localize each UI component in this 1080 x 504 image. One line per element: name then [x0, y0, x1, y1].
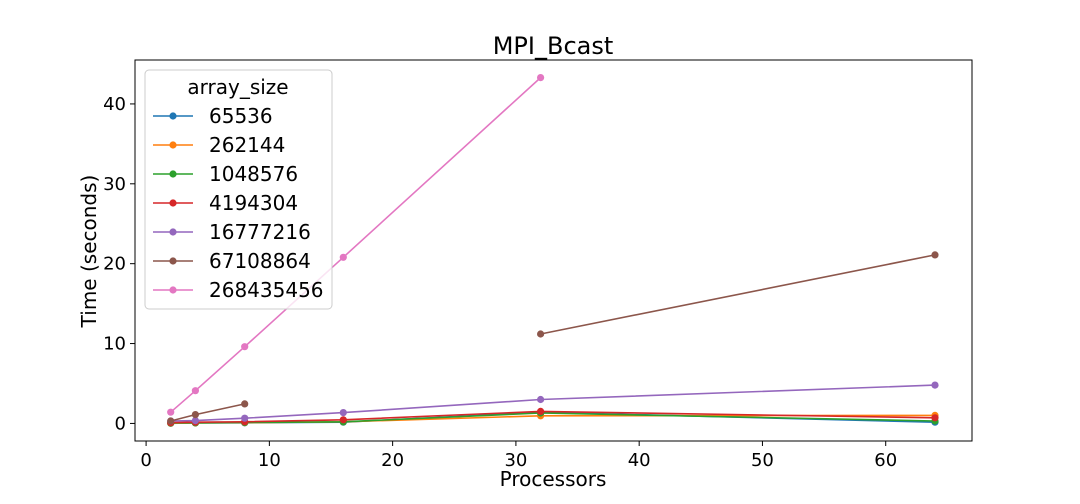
legend-entries: 65536 262144 1048576 4194304 16777216 6710886…: [153, 104, 324, 302]
chart-title: MPI_Bcast: [493, 32, 614, 60]
x-tick-label: 60: [874, 450, 897, 471]
data-point: [537, 407, 545, 415]
data-point: [167, 408, 175, 416]
legend-swatch-marker: [169, 286, 177, 294]
data-point: [537, 74, 545, 82]
legend-entry: 1048576: [153, 162, 298, 186]
legend: array_size 65536 262144 1048576 4194304 1677…: [144, 69, 333, 310]
y-axis-label: Time (seconds): [77, 175, 101, 329]
data-point: [191, 411, 199, 419]
legend-entry: 16777216: [153, 220, 311, 244]
legend-label: 4194304: [209, 191, 298, 215]
legend-entry: 4194304: [153, 191, 298, 215]
legend-label: 65536: [209, 104, 273, 128]
data-point: [191, 417, 199, 425]
data-point: [537, 395, 545, 404]
legend-entry: 262144: [153, 133, 285, 157]
series-line: [170, 384, 936, 422]
x-tick-label: 40: [628, 450, 651, 471]
legend-swatch-marker: [169, 170, 177, 178]
legend-label: 1048576: [209, 162, 298, 186]
data-point: [931, 414, 939, 422]
legend-label: 16777216: [209, 220, 311, 244]
x-tick-label: 30: [504, 450, 527, 471]
x-tick-label: 50: [751, 450, 774, 471]
data-point: [339, 409, 347, 417]
x-tick-label: 10: [258, 450, 281, 471]
legend-box: [144, 69, 333, 310]
series-line: [540, 254, 936, 335]
data-point: [339, 253, 347, 261]
data-point: [931, 381, 939, 389]
legend-entry: 67108864: [153, 249, 311, 273]
y-tick-label: 20: [103, 254, 126, 275]
data-point: [241, 414, 249, 422]
x-axis: 0 10 20 30 40 50 60: [140, 441, 897, 471]
plot-frame: [134, 59, 973, 442]
legend-label: 268435456: [209, 278, 324, 302]
x-tick-label: 20: [381, 450, 404, 471]
x-tick-label: 0: [140, 450, 151, 471]
legend-swatch-marker: [169, 257, 177, 265]
legend-entry: 268435456: [153, 278, 324, 302]
y-tick-label: 10: [103, 334, 126, 355]
y-axis: 0 10 20 30 40: [103, 94, 135, 434]
legend-swatch-marker: [169, 228, 177, 236]
y-tick-label: 30: [103, 174, 126, 195]
legend-title: array_size: [187, 75, 288, 99]
data-point: [167, 417, 175, 425]
y-tick-label: 40: [103, 94, 126, 115]
legend-entry: 65536: [153, 104, 273, 128]
data-point: [191, 387, 199, 395]
data-point: [241, 400, 249, 408]
legend-swatch-marker: [169, 141, 177, 149]
series-268435456: [167, 74, 545, 416]
data-point: [931, 251, 939, 259]
series-67108864: [167, 251, 939, 425]
series-layer: [167, 74, 939, 427]
data-point: [339, 416, 347, 424]
y-tick-label: 0: [115, 413, 126, 434]
x-axis-label: Processors: [500, 467, 607, 491]
data-point: [241, 343, 249, 351]
legend-label: 262144: [209, 133, 285, 157]
legend-label: 67108864: [209, 249, 311, 273]
legend-swatch-marker: [169, 199, 177, 207]
data-point: [537, 330, 545, 338]
legend-swatch-marker: [169, 112, 177, 120]
series-line: [170, 410, 936, 424]
